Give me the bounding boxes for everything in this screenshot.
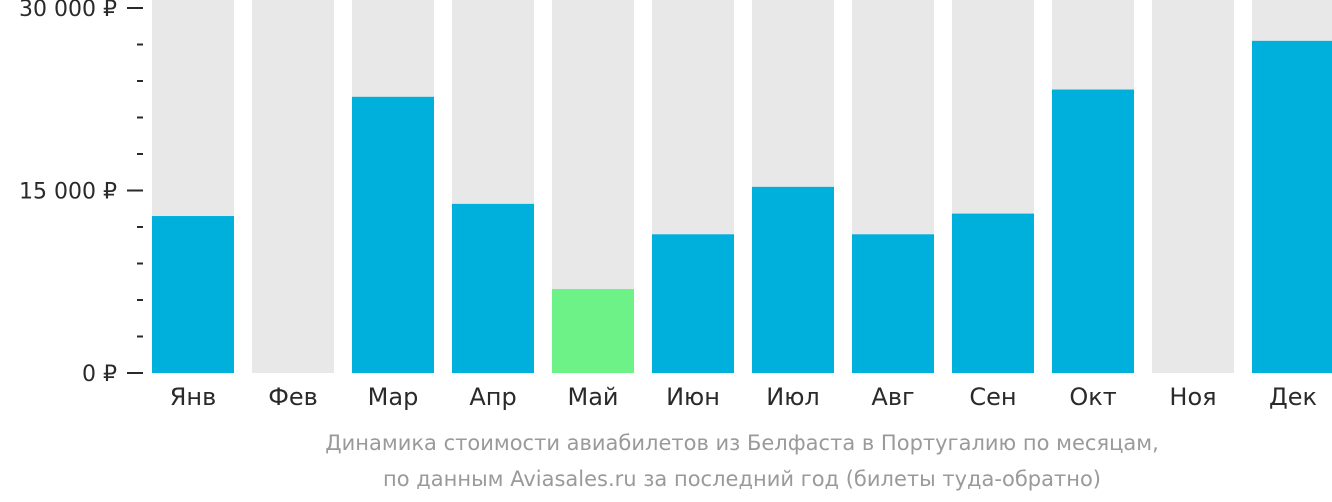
x-tick-label: Фев — [268, 383, 318, 411]
y-tick-label: 15 000 ₽ — [19, 180, 117, 205]
background-columns — [152, 0, 1332, 373]
x-tick-label: Апр — [469, 383, 516, 411]
x-tick-label: Май — [567, 383, 618, 411]
price-bar-chart: 0 ₽ 15 000 ₽ 30 000 ₽ Янв Фев Мар Апр Май Июн Ию… — [19, 0, 1332, 411]
bar-5 — [652, 234, 734, 373]
x-axis-labels: Янв Фев Мар Апр Май Июн Июл Авг Сен Окт Ноя Дек — [170, 383, 1317, 411]
background-column-1 — [252, 0, 334, 373]
bar-6 — [752, 186, 834, 373]
x-tick-label: Июн — [666, 383, 720, 411]
bar-11 — [1252, 40, 1332, 373]
x-tick-label: Окт — [1069, 383, 1116, 411]
x-tick-label: Дек — [1269, 383, 1317, 411]
background-column-10 — [1152, 0, 1234, 373]
y-tick-label: 0 ₽ — [82, 362, 117, 387]
bar-2 — [352, 96, 434, 374]
chart-caption-line-1: Динамика стоимости авиабилетов из Белфас… — [325, 431, 1159, 455]
x-tick-label: Сен — [969, 383, 1016, 411]
bar-3 — [452, 203, 534, 373]
bar-8 — [952, 213, 1034, 373]
y-axis: 0 ₽ 15 000 ₽ 30 000 ₽ — [19, 0, 143, 387]
chart-caption-line-2: по данным Aviasales.ru за последний год … — [383, 467, 1101, 491]
bar-4 — [552, 289, 634, 373]
x-tick-label: Ноя — [1169, 383, 1216, 411]
y-tick-label: 30 000 ₽ — [19, 0, 117, 22]
bars — [152, 40, 1332, 374]
bar-0 — [152, 216, 234, 373]
x-tick-label: Янв — [170, 383, 217, 411]
x-tick-label: Июл — [766, 383, 820, 411]
x-tick-label: Мар — [368, 383, 419, 411]
x-tick-label: Авг — [871, 383, 914, 411]
bar-7 — [852, 234, 934, 373]
bar-9 — [1052, 89, 1134, 374]
